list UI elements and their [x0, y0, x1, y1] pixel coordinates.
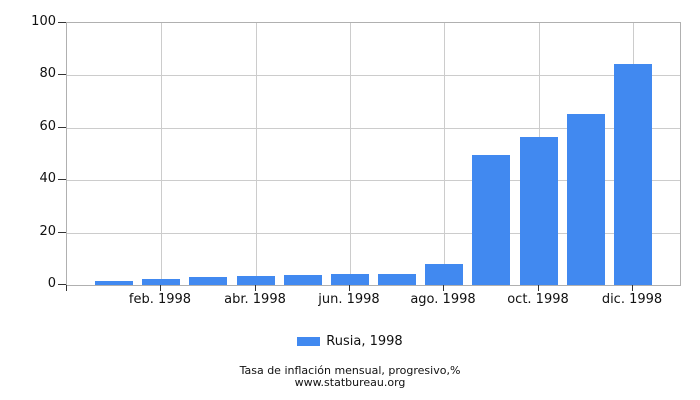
- y-gridline: [67, 75, 680, 77]
- y-axis-tick: [58, 179, 66, 181]
- x-axis-tick: [160, 285, 161, 291]
- bar-jul. 1998: [378, 274, 416, 285]
- x-gridline: [161, 23, 162, 285]
- bar-dic. 1998: [614, 63, 652, 285]
- x-axis-tick: [632, 285, 633, 291]
- x-axis-label: feb. 1998: [128, 292, 192, 307]
- x-axis-tick: [66, 285, 67, 291]
- legend-swatch: [297, 337, 321, 346]
- bar-sep. 1998: [472, 154, 510, 285]
- y-axis-tick: [58, 284, 66, 285]
- bar-may. 1998: [284, 274, 322, 285]
- chart-source: www.statbureau.org: [294, 376, 406, 389]
- x-gridline: [444, 23, 445, 285]
- bar-ene. 1998: [95, 281, 133, 285]
- bar-nov. 1998: [567, 113, 605, 285]
- x-axis-label: oct. 1998: [507, 292, 569, 307]
- y-gridline: [67, 232, 680, 234]
- y-axis-tick: [58, 126, 66, 128]
- y-gridline: [67, 127, 680, 129]
- y-axis-label: 80: [39, 66, 56, 82]
- chart-footer: Tasa de inflación mensual, progresivo,% …: [0, 365, 700, 389]
- y-axis-label: 100: [31, 14, 56, 29]
- bar-feb. 1998: [142, 278, 180, 285]
- y-axis-tick: [58, 22, 66, 23]
- plot-area: [66, 22, 681, 286]
- y-axis-tick: [58, 74, 66, 76]
- y-gridline: [67, 180, 680, 182]
- x-gridline: [350, 23, 351, 285]
- legend: Rusia, 1998: [0, 334, 700, 350]
- x-axis-label: jun. 1998: [318, 292, 380, 307]
- legend-entry: Rusia, 1998: [297, 334, 403, 349]
- bar-jun. 1998: [331, 274, 369, 285]
- x-axis-tick: [443, 285, 444, 291]
- bar-abr. 1998: [237, 275, 275, 285]
- x-gridline: [256, 23, 257, 285]
- x-axis-label: ago. 1998: [410, 292, 476, 307]
- chart-title: Tasa de inflación mensual, progresivo,%: [239, 364, 461, 377]
- x-axis-tick: [255, 285, 256, 291]
- x-axis-tick: [349, 285, 350, 291]
- y-axis-label: 20: [39, 223, 56, 239]
- bar-ago. 1998: [425, 263, 463, 285]
- bar-mar. 1998: [189, 276, 227, 285]
- x-axis-tick: [538, 285, 539, 291]
- x-axis-label: abr. 1998: [224, 292, 286, 307]
- y-axis-tick: [58, 231, 66, 233]
- y-axis-label: 40: [39, 171, 56, 187]
- bar-oct. 1998: [520, 136, 558, 285]
- legend-label: Rusia, 1998: [326, 334, 403, 349]
- y-axis-label: 0: [47, 276, 56, 291]
- y-axis-label: 60: [39, 118, 56, 134]
- x-axis-label: dic. 1998: [601, 292, 663, 307]
